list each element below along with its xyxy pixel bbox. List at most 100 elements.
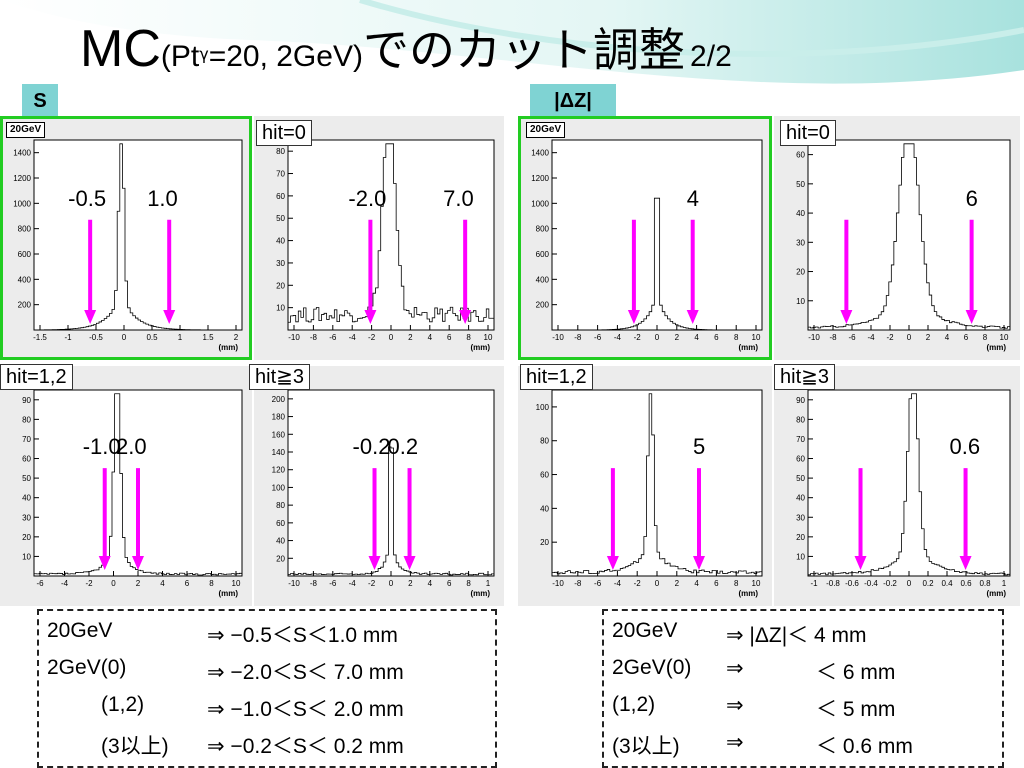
y-tick-label: 1000 <box>13 199 31 208</box>
y-tick-label: 80 <box>22 415 31 424</box>
y-tick-label: 30 <box>276 259 285 268</box>
plot-frame <box>551 139 763 331</box>
x-unit-label: (mm) <box>470 589 490 598</box>
x-tick-label: -1 <box>64 333 72 342</box>
x-unit-label: (mm) <box>738 343 758 352</box>
x-tick-label: -4 <box>349 333 357 342</box>
x-tick-label: 10 <box>752 333 761 342</box>
x-tick-label: 1 <box>1002 579 1007 588</box>
x-tick-label: -4 <box>614 579 622 588</box>
x-tick-label: 8 <box>466 579 471 588</box>
title-sup: γ <box>199 44 209 64</box>
x-tick-label: 0 <box>655 579 660 588</box>
x-tick-label: 4 <box>694 579 699 588</box>
x-tick-label: -8 <box>574 579 582 588</box>
y-tick-label: 40 <box>796 209 805 218</box>
x-tick-label: 8 <box>734 579 739 588</box>
x-tick-label: 0.2 <box>922 579 934 588</box>
x-tick-label: 1 <box>486 579 491 588</box>
cut-value-label: 4 <box>686 185 699 211</box>
y-tick-label: 400 <box>18 275 32 284</box>
hit-label: hit≧3 <box>249 364 311 390</box>
y-tick-label: 50 <box>796 474 805 483</box>
cut-arrow-head <box>132 556 144 570</box>
x-tick-label: 1 <box>178 333 183 342</box>
y-tick-label: 160 <box>272 430 286 439</box>
cut-value-label: 0.6 <box>949 434 981 460</box>
x-tick-label: 0 <box>122 333 127 342</box>
y-tick-label: 10 <box>796 552 805 561</box>
x-tick-label: -6 <box>594 579 602 588</box>
x-tick-label: 6 <box>714 579 719 588</box>
cut-value-label: -0.2 <box>352 434 391 460</box>
y-tick-label: 50 <box>276 214 285 223</box>
y-tick-label: 140 <box>272 448 286 457</box>
x-tick-label: 2 <box>234 333 239 342</box>
x-tick-label: 2 <box>926 333 931 342</box>
x-tick-label: 0.8 <box>979 579 991 588</box>
slide-title: MC(Ptγ=20, 2GeV)でのカット調整 2/2 <box>80 14 732 84</box>
y-tick-label: 20 <box>276 281 285 290</box>
cut-value-label: 0.2 <box>387 434 419 460</box>
summary-cut: ⇒ <box>726 657 744 680</box>
x-unit-label: (mm) <box>218 589 238 598</box>
x-tick-label: -1 <box>810 579 818 588</box>
y-tick-label: 10 <box>796 297 805 306</box>
y-tick-label: 30 <box>796 513 805 522</box>
x-tick-label: -0.4 <box>864 579 878 588</box>
summary-cut: ⇒ −1.0＜S＜ 2.0 mm <box>207 698 404 721</box>
x-tick-label: -0.8 <box>826 579 840 588</box>
y-tick-label: 800 <box>18 225 32 234</box>
x-tick-label: 2 <box>408 333 413 342</box>
x-tick-label: 0 <box>907 333 912 342</box>
x-tick-label: 10 <box>484 333 493 342</box>
summary-label: 2GeV(0) <box>612 656 692 679</box>
cut-arrow-head <box>368 556 381 570</box>
histogram-svg: 10 20 30 40 50 60 70 80 90 -1 -0.8 -0.6 -0.4 -0.2 0 0.2… <box>796 389 1011 598</box>
hit-label: hit=1,2 <box>520 364 593 390</box>
x-tick-label: -4 <box>61 579 69 588</box>
x-unit-label: (mm) <box>470 343 490 352</box>
x-tick-label: 10 <box>1000 333 1009 342</box>
x-tick-label: -8 <box>574 333 582 342</box>
y-tick-label: 1200 <box>13 174 31 183</box>
y-tick-label: 40 <box>540 504 549 513</box>
hit-label: hit=1,2 <box>0 364 73 390</box>
cut-arrow-head <box>163 310 176 324</box>
summary-cut: ⇒ <box>726 731 744 754</box>
summary-cut: ⇒ −2.0＜S＜ 7.0 mm <box>207 661 404 684</box>
x-tick-label: 8 <box>466 333 471 342</box>
title-main: MC <box>80 20 161 78</box>
y-tick-label: 70 <box>22 435 31 444</box>
x-tick-label: 6 <box>964 333 969 342</box>
x-unit-label: (mm) <box>986 589 1006 598</box>
summary-label: (3以上) <box>612 735 680 758</box>
summary-label: (1,2) <box>612 693 656 716</box>
cut-arrow-head <box>606 556 619 570</box>
y-tick-label: 40 <box>276 237 285 246</box>
histogram-panel-s-20gev: 200 400 600 800 1000 1200 1400 -1.5 -1 -0.5 0 0.5 1 1… <box>0 116 252 360</box>
x-tick-label: 0 <box>907 579 912 588</box>
x-tick-label: 2 <box>408 579 413 588</box>
x-tick-label: 1.5 <box>202 333 214 342</box>
y-tick-label: 40 <box>796 494 805 503</box>
tag-dz: |ΔZ| <box>530 84 616 118</box>
x-tick-label: 10 <box>752 579 761 588</box>
histogram-line <box>551 393 763 576</box>
x-tick-label: 6 <box>714 333 719 342</box>
title-page: 2/2 <box>690 40 732 73</box>
hit-label: hit=0 <box>256 120 312 146</box>
x-tick-label: 8 <box>209 579 214 588</box>
cut-value-label: -0.5 <box>68 185 107 211</box>
y-tick-label: 80 <box>276 501 285 510</box>
y-tick-label: 80 <box>276 147 285 156</box>
x-tick-label: -8 <box>310 579 318 588</box>
x-tick-label: -2 <box>368 333 376 342</box>
y-tick-label: 400 <box>536 275 550 284</box>
y-tick-label: 120 <box>272 466 286 475</box>
histogram-svg: 20 40 60 80 100 120 140 160 180 200 -10 -8 -6 -4 -2 0 2 4… <box>272 389 495 598</box>
x-tick-label: -10 <box>552 579 564 588</box>
